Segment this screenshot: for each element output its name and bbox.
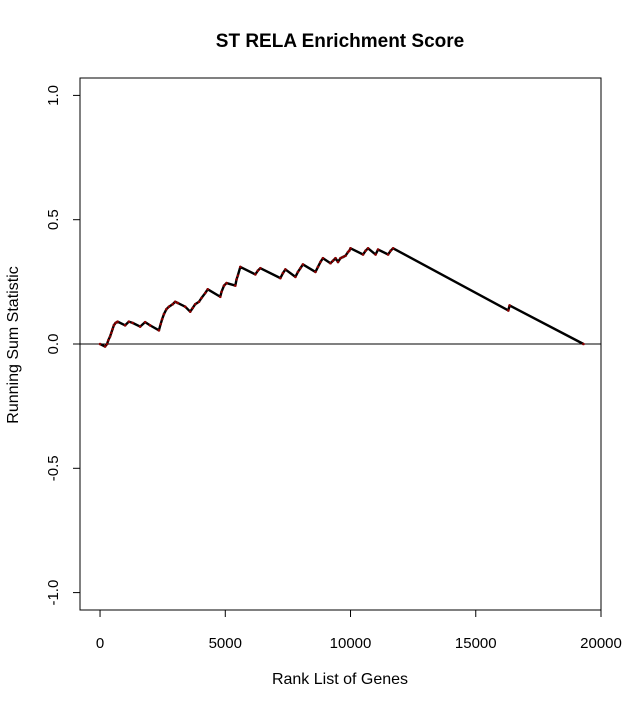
running-sum-point [167, 305, 171, 309]
running-sum-point [508, 304, 511, 307]
running-sum-point [301, 263, 305, 266]
running-sum-point [105, 342, 109, 346]
running-sum-point [254, 273, 257, 276]
running-sum-point [206, 288, 210, 291]
running-sum-point [203, 291, 207, 295]
running-sum-point [386, 253, 390, 256]
chart-title: ST RELA Enrichment Score [216, 31, 464, 52]
x-tick-label: 20000 [580, 635, 622, 652]
running-sum-point [165, 307, 168, 311]
running-sum-point [284, 268, 287, 271]
y-tick-label: -0.5 [45, 455, 62, 481]
running-sum-point [331, 259, 335, 263]
running-sum-point [256, 269, 260, 272]
running-sum-point [191, 306, 195, 310]
running-sum-point [143, 320, 147, 324]
running-sum-point [112, 324, 116, 327]
y-tick-label: 0.0 [45, 334, 62, 355]
running-sum-point [114, 321, 117, 325]
running-sum-point [108, 335, 112, 338]
running-sum-point [391, 246, 395, 250]
running-sum-point [103, 345, 107, 348]
running-sum-point [259, 266, 262, 270]
running-sum-point [111, 327, 114, 331]
running-sum-point [160, 317, 164, 321]
running-sum-point [131, 321, 134, 325]
running-sum-line [99, 247, 585, 348]
running-sum-point [366, 246, 370, 250]
running-sum-point [236, 274, 240, 277]
running-sum-point [316, 265, 320, 269]
running-sum-point [148, 324, 152, 327]
running-sum-point [582, 342, 585, 346]
y-tick-label: -1.0 [45, 580, 62, 606]
running-sum-point [162, 312, 166, 316]
running-sum-point [193, 302, 197, 306]
series-layer [98, 246, 585, 348]
running-sum-point [176, 301, 179, 305]
y-axis-label: Running Sum Statistic [5, 266, 22, 423]
running-sum-point [321, 256, 325, 260]
running-sum-point [329, 261, 332, 265]
running-sum-point [107, 338, 110, 342]
running-sum-point [171, 302, 174, 306]
running-sum-point [220, 290, 223, 294]
running-sum-point [296, 270, 300, 274]
x-tick-label: 10000 [330, 635, 372, 652]
running-sum-point [218, 295, 222, 299]
running-sum-point [159, 322, 162, 326]
running-sum-point [347, 249, 351, 253]
x-tick-label: 5000 [209, 635, 242, 652]
running-sum-point [281, 271, 285, 275]
running-sum-point [98, 342, 102, 346]
running-sum-point [361, 253, 365, 256]
running-sum-point [173, 300, 177, 304]
running-sum-point [507, 309, 510, 312]
running-sum-point [374, 253, 377, 256]
running-sum-point [279, 276, 282, 280]
running-sum-point [123, 324, 127, 327]
running-sum-point [127, 320, 131, 323]
running-sum-point [314, 270, 317, 274]
running-sum-point [233, 284, 237, 287]
running-sum-point [334, 256, 337, 260]
running-sum-point [341, 255, 345, 259]
x-axis: 0 5000 10000 15000 20000 [96, 609, 622, 652]
running-sum-point [200, 296, 203, 300]
x-tick-label: 15000 [455, 635, 497, 652]
running-sum-point [344, 254, 347, 258]
y-tick-label: 0.5 [45, 209, 62, 230]
running-sum-point [110, 331, 113, 335]
running-sum-point [188, 310, 192, 313]
running-sum-point [197, 300, 201, 304]
running-sum-point [389, 249, 392, 253]
running-sum-point [364, 249, 367, 253]
running-sum-point [319, 260, 322, 264]
running-sum-point [225, 281, 228, 285]
running-sum-point [299, 266, 302, 270]
running-sum-point [336, 260, 340, 264]
y-axis: -1.0 -0.5 0.0 0.5 1.0 [45, 85, 81, 606]
running-sum-point [235, 278, 238, 281]
running-sum-point [349, 246, 352, 250]
running-sum-point [294, 275, 297, 279]
running-sum-point [239, 265, 242, 269]
running-sum-point [138, 325, 142, 328]
running-sum-point [157, 329, 161, 332]
x-axis-label: Rank List of Genes [272, 671, 408, 688]
running-sum-point [376, 248, 380, 251]
running-sum-point [183, 305, 187, 309]
x-tick-label: 0 [96, 635, 104, 652]
running-sum-point [339, 256, 342, 260]
running-sum-point [222, 284, 226, 287]
running-sum-point [116, 320, 119, 323]
y-tick-label: 1.0 [45, 85, 62, 106]
